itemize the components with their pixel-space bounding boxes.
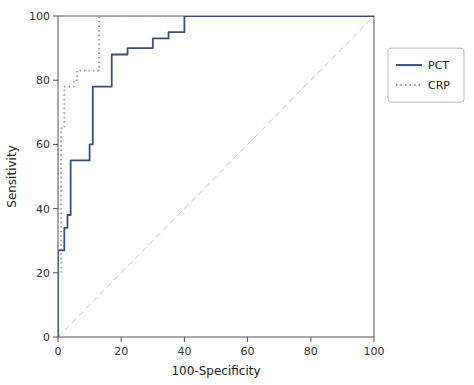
legend-swatch: [396, 84, 422, 86]
legend: PCT CRP: [388, 48, 464, 102]
y-tick-label: 40: [36, 203, 50, 216]
x-tick: [184, 337, 185, 342]
y-tick: [53, 144, 58, 145]
legend-box: [388, 48, 464, 102]
legend-label: CRP: [428, 79, 450, 92]
x-tick-label: 80: [304, 345, 318, 358]
axes: 0 20 40 60 80 100 0 20 40 60 80 100: [29, 10, 385, 358]
y-tick: [53, 80, 58, 81]
x-axis-label: 100-Specificity: [171, 364, 260, 378]
x-tick: [247, 337, 248, 342]
series-line: [58, 16, 374, 337]
y-tick-label: 80: [36, 74, 50, 87]
x-tick-label: 20: [114, 345, 128, 358]
y-tick: [53, 337, 58, 338]
x-tick: [310, 337, 311, 342]
x-tick: [374, 337, 375, 342]
y-axis-label: Sensitivity: [5, 145, 19, 207]
x-tick: [121, 337, 122, 342]
y-tick: [53, 272, 58, 273]
x-tick: [58, 337, 59, 342]
plot-frame: [58, 16, 374, 337]
legend-label: PCT: [428, 59, 449, 72]
lines: [58, 16, 374, 337]
x-tick-label: 40: [177, 345, 191, 358]
y-tick: [53, 208, 58, 209]
y-tick-label: 60: [36, 138, 50, 151]
y-tick-label: 20: [36, 267, 50, 280]
chart: 0 20 40 60 80 100 0 20 40 60 80 100 100-Specificity S…: [0, 0, 474, 385]
x-tick-label: 60: [241, 345, 255, 358]
y-tick: [53, 16, 58, 17]
y-tick-label: 100: [29, 10, 50, 23]
x-tick-label: 0: [55, 345, 62, 358]
x-tick-label: 100: [364, 345, 385, 358]
legend-swatch: [396, 64, 422, 66]
y-tick-label: 0: [43, 331, 50, 344]
series-line: [58, 16, 374, 337]
reference-line: [58, 16, 374, 337]
